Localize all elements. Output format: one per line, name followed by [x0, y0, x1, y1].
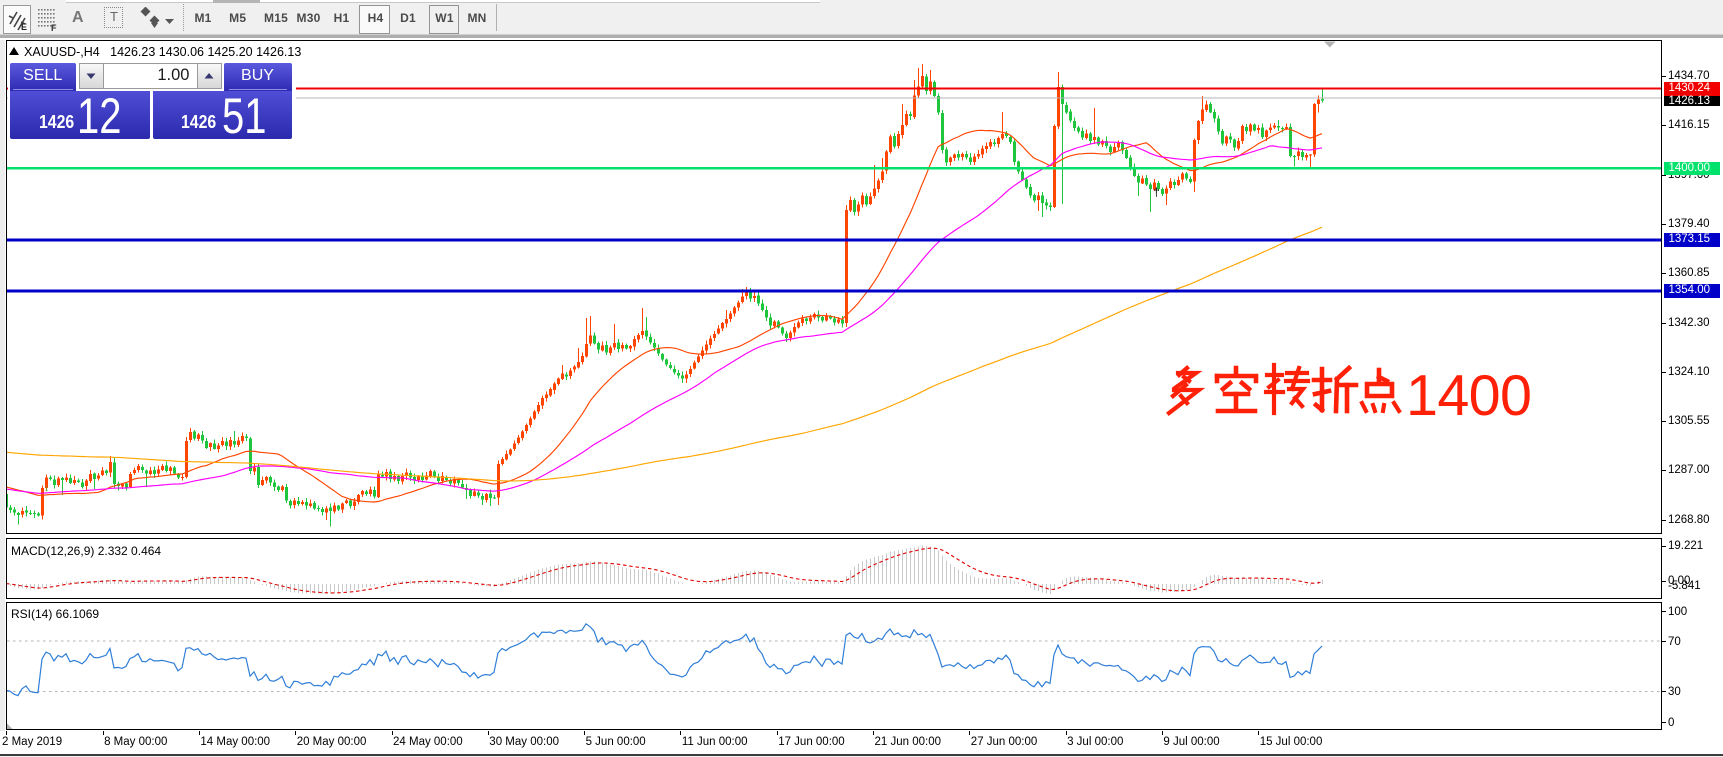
svg-text:↓: ↓ — [44, 483, 49, 494]
svg-text:†: † — [1153, 185, 1160, 199]
svg-text:E: E — [21, 22, 27, 32]
svg-text:F: F — [51, 23, 57, 32]
svg-text:1400: 1400 — [1406, 364, 1532, 428]
